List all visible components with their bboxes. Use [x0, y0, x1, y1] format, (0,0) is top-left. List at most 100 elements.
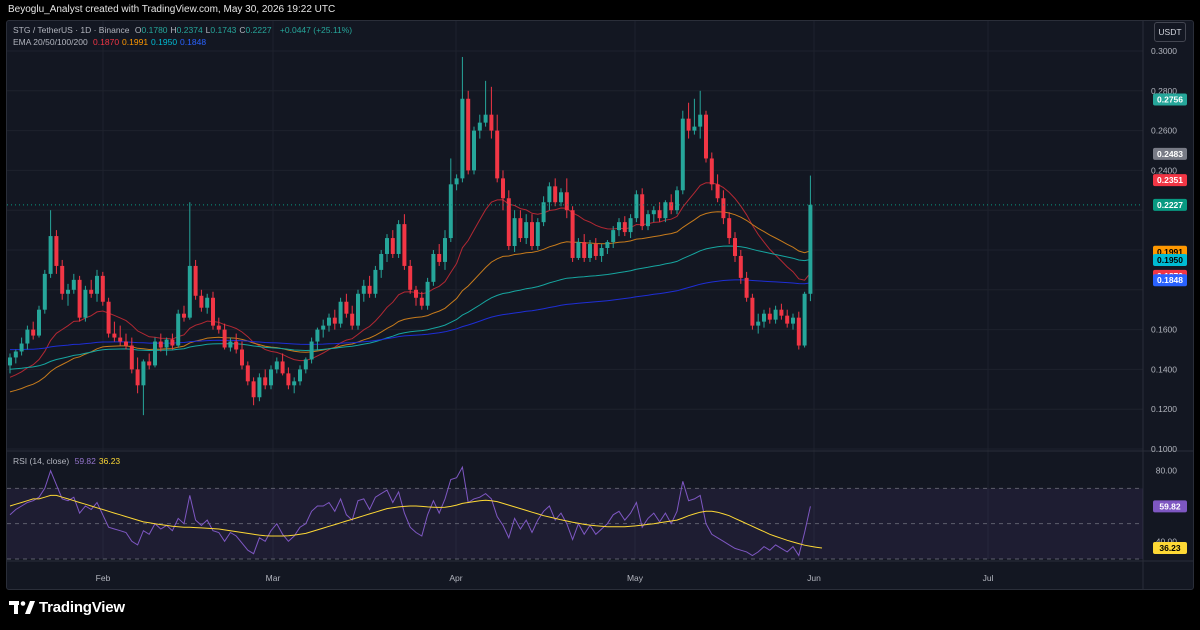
candle-body	[553, 186, 558, 203]
candle-body	[512, 218, 517, 247]
candle-body	[205, 297, 210, 308]
candle-body	[582, 242, 587, 258]
time-tick-label: Mar	[266, 573, 281, 583]
candle-body	[48, 236, 53, 274]
candle-body	[727, 218, 732, 239]
tradingview-logo: TradingView	[9, 599, 125, 616]
price-tag-label: 0.2227	[1157, 200, 1183, 210]
ohlc-key: O	[134, 25, 142, 35]
candle-body	[651, 210, 656, 215]
candle-body	[321, 325, 326, 330]
candle-body	[158, 341, 163, 348]
candle-body	[25, 329, 30, 344]
price-tag-label: 0.1950	[1157, 255, 1183, 265]
candle-body	[269, 369, 273, 386]
candle-body	[199, 295, 204, 308]
time-tick-label: May	[627, 573, 644, 583]
candle-body	[379, 253, 384, 270]
ema-value: 0.1848	[180, 37, 207, 47]
candle-body	[559, 192, 563, 203]
candle-body	[767, 313, 772, 320]
price-chart[interactable]: 0.1000 0.1200 0.1400 0.1600 0.2400 0.2600 0.28…	[7, 21, 1193, 589]
candle-body	[71, 279, 76, 290]
price-tick-label: 0.1600	[1151, 325, 1177, 335]
price-tag-label: 0.2351	[1157, 175, 1183, 185]
candle-body	[361, 285, 366, 294]
candle-body	[118, 337, 123, 342]
footer: TradingView	[0, 590, 1200, 630]
price-tag: 0.1848	[1153, 274, 1187, 287]
ohlc-value: 0.1780	[141, 25, 168, 35]
candle-body	[292, 381, 297, 386]
candle-body	[350, 313, 355, 326]
candle-body	[779, 309, 784, 316]
price-tag: 0.2483	[1153, 147, 1187, 160]
candle-body	[756, 321, 761, 326]
candle-body	[135, 369, 140, 386]
candle-body	[419, 297, 424, 306]
candle-body	[443, 238, 447, 262]
candle-body	[675, 190, 679, 211]
chart-panel[interactable]: 0.1000 0.1200 0.1400 0.1600 0.2400 0.2600 0.28…	[6, 20, 1194, 590]
candle-body	[437, 253, 442, 262]
candle-body	[634, 194, 639, 219]
candle-body	[808, 204, 813, 294]
ohlc-value: 0.2227	[245, 25, 272, 35]
candle-body	[344, 301, 349, 314]
candle-body	[66, 289, 70, 294]
candle-body	[466, 98, 471, 171]
candle-body	[42, 273, 47, 310]
candle-body	[396, 224, 401, 254]
candle-body	[414, 289, 418, 298]
candle-body	[663, 202, 668, 219]
price-tick-label: 0.1000	[1151, 444, 1177, 454]
ohlc-values: O0.1780 H0.2374 L0.1743 C0.2227	[135, 25, 275, 35]
candle-body	[425, 281, 430, 306]
rsi-value-tag-label: 59.82	[1159, 501, 1181, 511]
rsi-line	[9, 465, 811, 557]
candle-body	[37, 309, 41, 336]
candle-body	[170, 339, 175, 346]
ema-legend: EMA 20/50/100/200 0.1870 0.1991 0.1950 0.18…	[13, 37, 212, 47]
price-tag-label: 0.2483	[1157, 149, 1183, 159]
candle-body	[576, 242, 581, 258]
candle-body	[303, 359, 308, 370]
rsi-value-tag-bg	[1153, 500, 1187, 513]
price-tag-bg	[1153, 147, 1187, 160]
candle-body	[709, 158, 714, 185]
currency-button[interactable]: USDT	[1154, 22, 1186, 42]
time-tick-label: Jun	[807, 573, 821, 583]
ema-label: EMA 20/50/100/200	[13, 37, 88, 47]
ohlc-key: H	[170, 25, 177, 35]
candle-body	[182, 313, 186, 318]
candle-body	[483, 114, 488, 123]
ema-values: 0.1870 0.1991 0.1950 0.1848	[93, 37, 209, 47]
candle-body	[698, 114, 703, 127]
price-tag: 0.2756	[1153, 93, 1187, 106]
candle-body	[564, 192, 569, 211]
candle-body	[153, 341, 157, 366]
candle-body	[124, 341, 128, 346]
candle-body	[286, 373, 291, 386]
candle-body	[222, 329, 227, 348]
ema-50-line	[9, 211, 811, 393]
candle-body	[234, 341, 239, 350]
candle-body	[721, 198, 726, 219]
candle-body	[680, 118, 685, 191]
candle-body	[454, 178, 459, 185]
rsi-tick-label: 40.00	[1156, 536, 1178, 546]
candle-body	[692, 126, 697, 131]
candle-body	[472, 130, 476, 171]
candle-body	[669, 202, 674, 211]
rsi-values: 59.82 36.23	[75, 456, 124, 466]
ohlc-value: 0.1743	[210, 25, 237, 35]
rsi-value: 59.82	[74, 456, 96, 466]
candle-body	[704, 114, 708, 159]
candle-body	[176, 313, 181, 346]
candle-body	[129, 345, 134, 370]
candle-body	[54, 236, 59, 266]
ohlc-key: C	[239, 25, 246, 35]
price-tick-label: 0.2800	[1151, 86, 1177, 96]
candle-body	[60, 265, 65, 294]
candle-body	[495, 130, 500, 179]
